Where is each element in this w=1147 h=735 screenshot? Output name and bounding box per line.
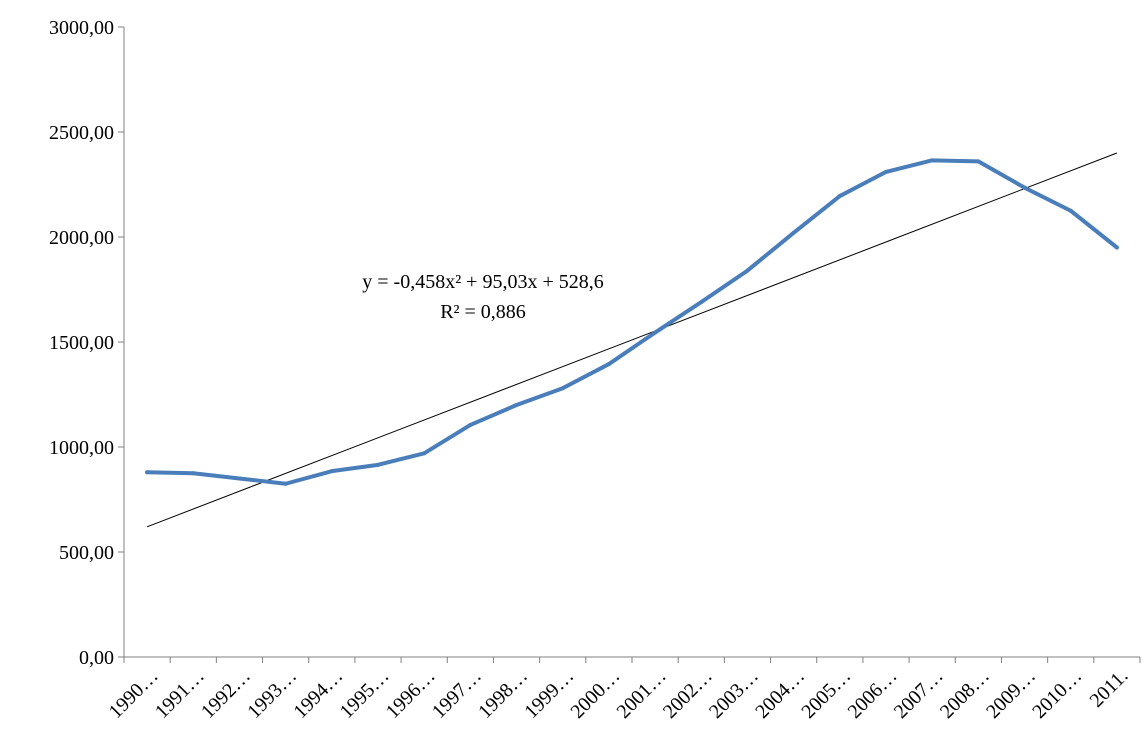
y-tick-label: 500,00 [59,542,114,564]
x-tick-label: 2000… [566,665,624,723]
x-tick-label: 1996… [382,665,440,723]
x-tick-label: 1998… [474,665,532,723]
y-tick-label: 1000,00 [49,437,114,459]
x-tick-label: 2003… [705,665,763,723]
data-point [191,471,196,476]
series-line [145,158,1119,486]
y-tick-label: 2500,00 [49,122,114,144]
data-point [606,362,611,367]
x-tick-label: 1999… [520,665,578,723]
y-tick-label: 2000,00 [49,227,114,249]
data-point [376,462,380,467]
data-point [560,386,565,391]
data-point [422,451,427,456]
x-tick-label: 2002… [659,665,717,723]
x-tick-label: 2005… [797,665,855,723]
data-point [976,159,981,164]
data-point [145,470,150,475]
data-point [1068,208,1073,213]
data-point [329,469,334,474]
y-axis: 0,00 500,00 1000,00 1500,00 2000,00 2500,00 30… [49,17,125,669]
x-axis: 1990…1991…1992…1993…1994…1995…1996…1997…… [105,656,1141,723]
data-point [1022,185,1027,190]
y-tick-label: 1500,00 [49,332,114,354]
x-tick-label: 1991… [151,665,209,723]
x-tick-label: 2008… [936,665,994,723]
trendline-equation: y = -0,458x² + 95,03x + 528,6 [362,271,604,293]
x-tick-label: 1993… [243,665,301,723]
trendline [146,152,1118,528]
data-point [837,194,842,199]
data-point [884,169,888,174]
x-tick-label: 2001… [613,665,671,723]
data-point [653,330,658,335]
data-point [283,481,288,486]
data-point [745,268,750,273]
data-point [468,422,473,427]
x-tick-label: 2007… [890,665,948,723]
data-point [1114,245,1119,250]
data-point [514,403,519,407]
x-tick-label: 2004… [751,665,809,723]
x-tick-label: 2006… [844,665,902,723]
data-point [237,476,242,481]
x-tick-label: 2011. [1086,665,1133,712]
data-point [930,158,935,163]
x-tick-label: 1990… [105,665,163,723]
data-point [699,300,704,305]
data-points [145,158,1119,486]
trendline-r-squared: R² = 0,886 [440,301,526,323]
x-tick-label: 1994… [289,665,347,723]
y-tick-label: 3000,00 [49,17,114,39]
x-tick-label: 1992… [197,665,255,723]
data-point [791,230,796,235]
y-tick-label: 0,00 [79,647,114,669]
x-tick-label: 1997… [428,665,486,723]
x-tick-label: 2009… [982,665,1040,723]
x-tick-label: 1995… [336,665,394,723]
x-tick-label: 2010… [1028,665,1086,723]
